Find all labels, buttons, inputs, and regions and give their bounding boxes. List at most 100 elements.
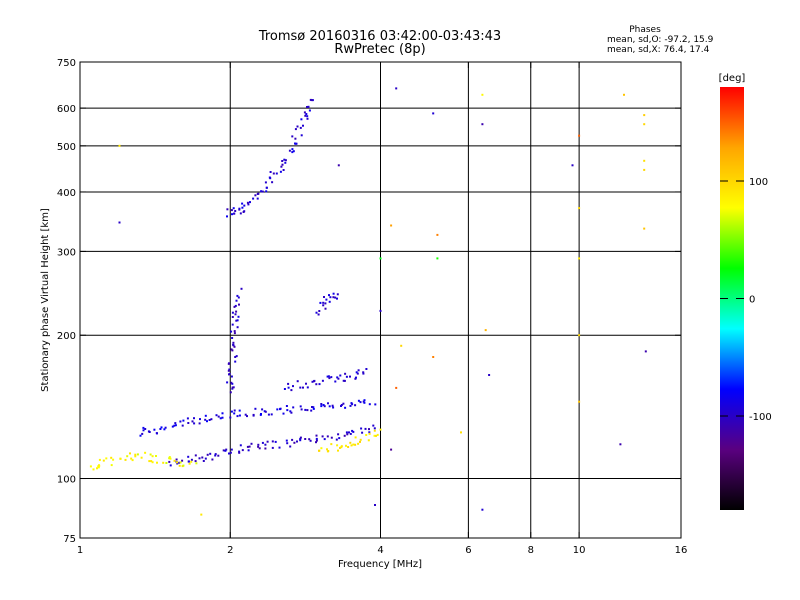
- trace-point: [265, 186, 268, 189]
- trace-point: [246, 415, 248, 418]
- trace-point: [221, 416, 224, 419]
- trace-point: [305, 113, 308, 115]
- x-tick-label: 1: [77, 545, 83, 556]
- trace-point: [284, 159, 287, 162]
- data-points: [89, 87, 647, 516]
- trace-point: [241, 449, 244, 452]
- trace-point: [364, 427, 367, 430]
- trace-point: [359, 401, 362, 404]
- trace-point: [233, 212, 236, 215]
- trace-point: [283, 388, 286, 390]
- trace-point: [278, 446, 281, 449]
- trace-point: [310, 99, 313, 102]
- y-tick-label: 600: [57, 104, 76, 115]
- trace-point: [264, 410, 267, 413]
- trace-point: [261, 441, 264, 444]
- trace-point: [230, 209, 233, 212]
- trace-point: [98, 464, 101, 467]
- trace-point: [186, 417, 189, 420]
- scatter-point: [578, 334, 581, 337]
- trace-point: [131, 459, 134, 462]
- trace-point: [230, 348, 233, 351]
- trace-point: [155, 432, 158, 435]
- chart-title: Tromsø 20160316 03:42:00-03:43:43: [258, 29, 501, 44]
- scatter-point: [643, 168, 646, 171]
- trace-point: [279, 170, 282, 173]
- trace-point: [287, 382, 290, 385]
- trace-point: [239, 444, 242, 447]
- trace-point: [214, 454, 217, 457]
- trace-point: [198, 422, 201, 425]
- trace-point: [92, 468, 95, 471]
- trace-point: [291, 151, 294, 154]
- trace-point: [337, 449, 339, 452]
- trace-point: [263, 410, 266, 413]
- trace-point: [264, 447, 267, 450]
- trace-point: [319, 301, 322, 304]
- trace-point: [329, 296, 332, 299]
- trace-point: [264, 443, 267, 446]
- scatter-point: [481, 93, 484, 96]
- trace-point: [349, 441, 352, 444]
- trace-point: [226, 381, 229, 384]
- trace-point: [241, 206, 244, 209]
- trace-point: [159, 428, 162, 430]
- trace-point: [178, 461, 181, 464]
- trace-point: [187, 460, 190, 463]
- trace-point: [214, 453, 217, 456]
- trace-point: [232, 207, 235, 210]
- trace-point: [241, 202, 244, 205]
- scatter-point: [644, 350, 647, 353]
- scatter-point: [337, 164, 340, 167]
- trace-point: [280, 165, 283, 168]
- scatter-point: [578, 134, 581, 137]
- trace-point: [232, 344, 235, 347]
- trace-point: [339, 446, 341, 449]
- trace-point: [209, 452, 212, 455]
- trace-point: [230, 375, 233, 378]
- trace-point: [323, 438, 326, 441]
- trace-point: [331, 404, 334, 407]
- trace-point: [151, 461, 154, 464]
- trace-point: [110, 456, 113, 459]
- trace-point: [340, 445, 343, 448]
- x-tick-label: 8: [528, 545, 534, 556]
- trace-point: [247, 449, 250, 452]
- scatter-point: [436, 257, 439, 260]
- trace-point: [236, 294, 239, 297]
- trace-point: [334, 380, 337, 383]
- scatter-point: [390, 448, 393, 451]
- trace-point: [176, 462, 179, 465]
- trace-point: [291, 438, 294, 441]
- trace-point: [292, 385, 294, 388]
- trace-point: [178, 464, 181, 467]
- trace-point: [233, 330, 236, 333]
- trace-point: [304, 438, 307, 440]
- trace-point: [267, 413, 270, 416]
- trace-point: [169, 457, 172, 460]
- trace-point: [182, 419, 185, 422]
- trace-point: [302, 386, 304, 389]
- trace-point: [261, 408, 264, 411]
- trace-point: [367, 439, 370, 442]
- trace-point: [283, 158, 286, 161]
- trace-point: [259, 413, 262, 416]
- trace-point: [164, 426, 167, 429]
- trace-point: [291, 148, 294, 151]
- trace-point: [303, 111, 306, 114]
- trace-point: [347, 446, 350, 448]
- trace-point: [230, 330, 233, 333]
- trace-point: [304, 114, 307, 117]
- trace-point: [126, 455, 129, 458]
- trace-point: [327, 402, 329, 405]
- trace-point: [299, 386, 302, 389]
- trace-point: [204, 418, 207, 421]
- y-tick-label: 750: [57, 58, 76, 69]
- trace-point: [258, 447, 261, 450]
- trace-point: [237, 315, 240, 318]
- trace-point: [265, 190, 268, 193]
- trace-point: [334, 296, 337, 299]
- trace-point: [227, 369, 230, 372]
- trace-point: [187, 455, 190, 458]
- scatter-point: [432, 356, 435, 358]
